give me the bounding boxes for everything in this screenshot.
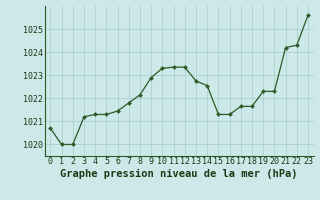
X-axis label: Graphe pression niveau de la mer (hPa): Graphe pression niveau de la mer (hPa) [60,169,298,179]
